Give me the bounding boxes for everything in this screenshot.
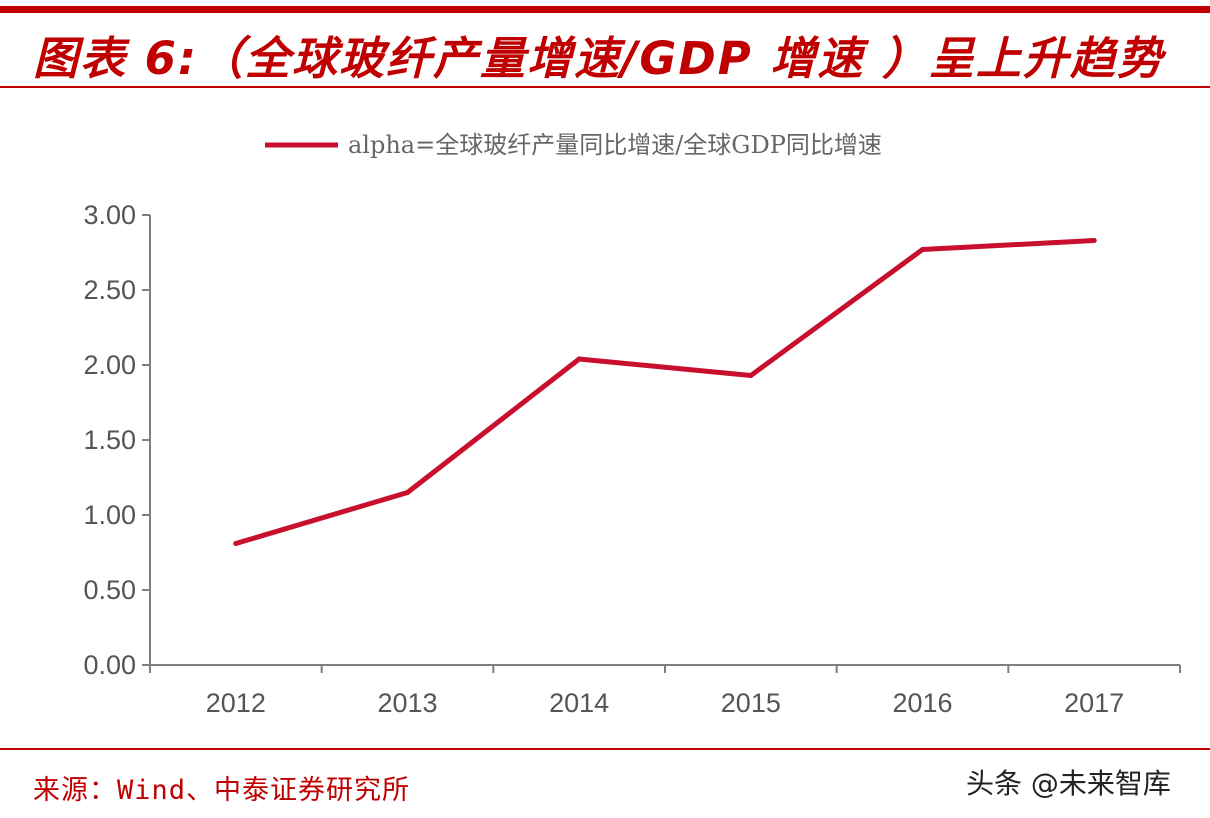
legend-series-label: alpha=全球玻纤产量同比增速/全球GDP同比增速 [348, 131, 882, 159]
y-tick-label: 3.00 [83, 200, 136, 230]
legend: alpha=全球玻纤产量同比增速/全球GDP同比增速 [265, 131, 882, 159]
x-tick-label: 2014 [549, 688, 609, 718]
y-tick-label: 0.50 [83, 575, 136, 605]
y-tick-label: 2.50 [83, 275, 136, 305]
bottom-rule [0, 748, 1210, 750]
y-tick-label: 1.00 [83, 500, 136, 530]
y-axis-ticks: 0.00 0.50 1.00 1.50 2.00 2.50 3.00 [83, 200, 150, 680]
data-point [920, 247, 925, 252]
top-rule [0, 6, 1210, 13]
x-tick-label: 2013 [377, 688, 437, 718]
x-tick-label: 2015 [721, 688, 781, 718]
data-point [1091, 238, 1097, 243]
series-line [233, 238, 1097, 546]
data-points [233, 238, 1097, 546]
x-tick-label: 2017 [1064, 688, 1124, 718]
data-point [576, 356, 582, 362]
chart-title: 图表 6:（全球玻纤产量增速/GDP 增速 ）呈上升趋势 [33, 32, 1165, 85]
y-tick-label: 2.00 [83, 350, 136, 380]
x-axis-ticks: 2012 2013 2014 2015 2016 2017 [149, 665, 1181, 718]
y-tick-label: 0.00 [83, 650, 136, 680]
title-rule [0, 86, 1210, 88]
data-point [405, 490, 410, 495]
y-tick-label: 1.50 [83, 425, 136, 455]
data-point [233, 541, 239, 546]
data-point [748, 373, 754, 378]
x-tick-label: 2012 [206, 688, 266, 718]
source-note: 来源：Wind、中泰证券研究所 [33, 775, 411, 806]
line-chart: alpha=全球玻纤产量同比增速/全球GDP同比增速 0.00 0.50 1.00 1… [83, 131, 1181, 718]
x-tick-label: 2016 [892, 688, 952, 718]
watermark: 头条 @未来智库 [966, 767, 1171, 800]
